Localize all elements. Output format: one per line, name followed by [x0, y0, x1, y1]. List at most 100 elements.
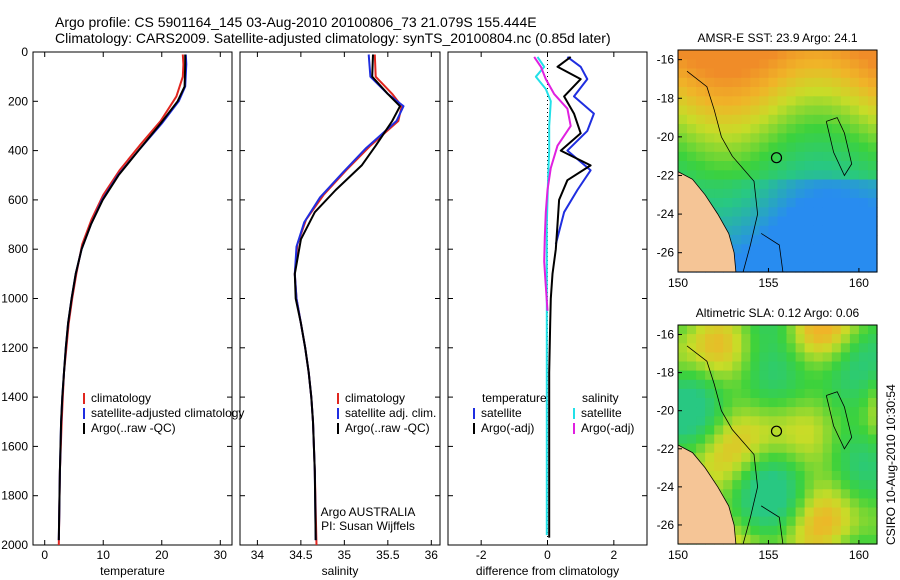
sla_map-cell	[723, 370, 733, 381]
sla_map-cell	[858, 398, 869, 408]
sst_map-xtick-label: 160	[849, 276, 869, 290]
sla_map-cell	[687, 370, 697, 381]
sst_map-cell	[750, 244, 760, 255]
figure-title-line2: Climatology: CARS2009. Satellite-adjuste…	[55, 30, 611, 46]
sst_map-cell	[750, 198, 760, 208]
sla_map-cell	[858, 370, 869, 381]
sst_map-cell	[723, 198, 733, 208]
sst_map-cell	[840, 161, 851, 171]
sla_map-cell	[840, 325, 851, 335]
sst_map-ytick-label: -26	[657, 246, 675, 260]
sst_map-cell	[831, 253, 842, 264]
sst_map-cell	[759, 133, 769, 144]
sla_map-cell	[813, 416, 824, 426]
sst_map-cell	[723, 133, 733, 144]
sla_map-cell	[741, 443, 751, 454]
sla_map-cell	[777, 334, 788, 344]
sla_map-cell	[777, 407, 788, 417]
sst_map-cell	[687, 114, 697, 125]
sst_map-cell	[795, 59, 806, 70]
sla_map-cell	[831, 388, 842, 399]
sst_map-cell	[786, 253, 797, 264]
sst_map-cell	[849, 170, 860, 181]
sla_map-cell	[813, 452, 824, 463]
sla_map-cell	[741, 398, 751, 408]
sla_map-cell	[831, 452, 842, 463]
sst_map-cell	[840, 59, 851, 70]
sst_map-cell	[759, 253, 769, 264]
sla_map-cell	[786, 398, 797, 408]
sla_map-cell	[858, 461, 869, 472]
sla_map-cell	[786, 425, 797, 436]
sst_map-xtick-label: 150	[668, 276, 688, 290]
sla_map-cell	[868, 434, 878, 445]
sst_map-cell	[831, 124, 842, 134]
sst_map-cell	[849, 50, 860, 60]
temperature-xlabel: temperature	[100, 564, 165, 578]
sst_map-cell	[868, 96, 878, 107]
sla_map-cell	[849, 443, 860, 454]
sst_map-cell	[759, 216, 769, 227]
sst_map-cell	[714, 50, 724, 60]
sla_map-cell	[858, 507, 869, 518]
sst_map-cell	[678, 151, 688, 162]
sla_map-cell	[804, 516, 815, 527]
temperature-legend-label: Argo(..raw -QC)	[91, 421, 176, 435]
sst_map-cell	[723, 50, 733, 60]
temperature-xtick-label: 30	[214, 548, 228, 562]
sla_map-cell	[714, 361, 724, 372]
sst_map-cell	[868, 161, 878, 171]
sst_map-cell	[714, 151, 724, 162]
sla_map-cell	[759, 334, 769, 344]
sst_map-cell	[795, 198, 806, 208]
sla_map-cell	[759, 388, 769, 399]
sla_map-cell	[831, 325, 842, 335]
sst_map-cell	[804, 207, 815, 218]
sst_map-cell	[732, 198, 742, 208]
difference-legend-label: Argo(-adj)	[581, 421, 634, 435]
sla_map-cell	[804, 325, 815, 335]
sst_map-cell	[840, 114, 851, 125]
sla_map-cell	[804, 416, 815, 426]
sst_map-cell	[741, 262, 751, 273]
sst_map-cell	[741, 68, 751, 79]
sla_map-ytick-label: -22	[657, 442, 675, 456]
sst_map-cell	[741, 77, 751, 88]
sst_map-cell	[840, 105, 851, 116]
sla_map-cell	[759, 370, 769, 381]
sst_map-cell	[786, 133, 797, 144]
sla_map-cell	[768, 498, 779, 509]
sla_map-cell	[750, 434, 760, 445]
sla_map-cell	[868, 461, 878, 472]
sst_map-cell	[831, 50, 842, 60]
depth-tick-label: 400	[8, 144, 28, 158]
sla_map-cell	[849, 325, 860, 335]
sst_map-cell	[786, 235, 797, 245]
sla_map-cell	[849, 516, 860, 527]
sla_map-cell	[804, 452, 815, 463]
sst_map-cell	[777, 87, 788, 97]
sst_map-cell	[831, 225, 842, 236]
sla_map-cell	[840, 534, 851, 545]
sla_map-cell	[723, 416, 733, 426]
sla_map-cell	[795, 461, 806, 472]
sla_map-cell	[678, 407, 688, 417]
sst_map-cell	[831, 262, 842, 273]
sst_map-cell	[804, 188, 815, 199]
sst_map-cell	[678, 50, 688, 60]
sst_map-cell	[795, 50, 806, 60]
sla_map-cell	[723, 480, 733, 490]
sst_map-cell	[759, 235, 769, 245]
sla_map-title: Altimetric SLA: 0.12 Argo: 0.06	[696, 306, 860, 320]
sla_map-cell	[768, 489, 779, 499]
sst_map-cell	[714, 59, 724, 70]
sla_map-cell	[714, 452, 724, 463]
sla_map-cell	[786, 489, 797, 499]
sla_map-cell	[687, 361, 697, 372]
sla_map-cell	[732, 343, 742, 353]
sst_map-cell	[705, 50, 715, 60]
sst_map-cell	[714, 105, 724, 116]
sst_map-cell	[732, 161, 742, 171]
sla_map-cell	[705, 425, 715, 436]
sst_map-cell	[868, 105, 878, 116]
